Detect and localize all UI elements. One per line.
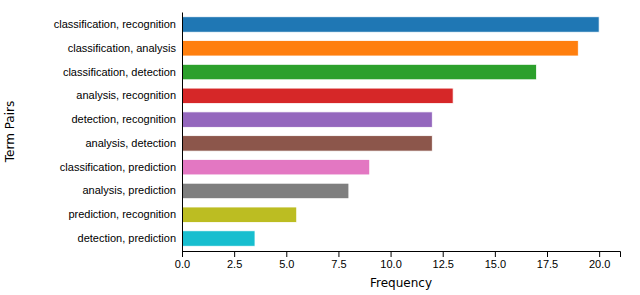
- y-tick: detection, prediction: [78, 232, 176, 244]
- x-tick: 15.0: [485, 251, 506, 270]
- bars: [182, 17, 599, 246]
- y-tick-label: classification, recognition: [54, 18, 176, 30]
- x-tick-mark: [234, 251, 235, 257]
- y-tick-label: detection, prediction: [78, 232, 176, 244]
- y-tick-label: classification, detection: [63, 66, 176, 78]
- y-tick: classification, recognition: [54, 18, 176, 30]
- y-tick-label: analysis, prediction: [82, 184, 176, 196]
- y-tick-label: analysis, recognition: [76, 89, 176, 101]
- x-axis: 0.0 2.5 5.0 7.5 10.0 12.5 15.0 17.5 20.0: [175, 251, 621, 270]
- x-tick: 20.0: [589, 251, 610, 270]
- x-tick-label: 20.0: [589, 258, 610, 270]
- x-tick-label: 17.5: [537, 258, 558, 270]
- y-tick: detection, recognition: [71, 113, 176, 125]
- y-tick: classification, analysis: [68, 42, 177, 54]
- bar: [182, 159, 370, 174]
- bar: [182, 183, 349, 198]
- chart: 0.0 2.5 5.0 7.5 10.0 12.5 15.0 17.5 20.0 detectio…: [0, 0, 640, 295]
- y-tick-label: classification, prediction: [60, 161, 176, 173]
- x-tick-mark: [391, 251, 392, 257]
- x-tick: 7.5: [331, 251, 346, 270]
- bar: [182, 64, 537, 79]
- x-tick-label: 7.5: [331, 258, 346, 270]
- y-axis-title: Term Pairs: [3, 101, 17, 163]
- x-axis-line: [183, 252, 621, 258]
- y-tick: analysis, prediction: [82, 184, 176, 196]
- x-tick-mark: [338, 251, 339, 257]
- x-tick-label: 10.0: [380, 258, 401, 270]
- x-tick: 0.0: [175, 251, 190, 270]
- x-tick-mark: [182, 251, 183, 257]
- y-axis-line: [182, 13, 183, 252]
- x-tick-mark: [443, 251, 444, 257]
- x-tick: 17.5: [537, 251, 558, 270]
- x-tick-label: 0.0: [175, 258, 190, 270]
- y-tick-label: detection, recognition: [71, 113, 176, 125]
- y-tick: prediction, recognition: [68, 208, 176, 220]
- x-tick-mark: [599, 251, 600, 257]
- y-tick: analysis, detection: [86, 137, 177, 149]
- x-tick: 5.0: [279, 251, 294, 270]
- y-tick: classification, prediction: [60, 161, 176, 173]
- bar: [182, 88, 453, 103]
- y-tick-label: analysis, detection: [86, 137, 177, 149]
- x-tick-label: 5.0: [279, 258, 294, 270]
- y-tick-label: classification, analysis: [68, 42, 177, 54]
- x-tick-label: 12.5: [433, 258, 454, 270]
- bar: [182, 41, 578, 56]
- bar: [182, 112, 432, 127]
- x-tick-label: 2.5: [227, 258, 242, 270]
- x-tick: 10.0: [380, 251, 401, 270]
- y-tick-label: prediction, recognition: [68, 208, 176, 220]
- x-tick-mark: [286, 251, 287, 257]
- x-tick-mark: [495, 251, 496, 257]
- x-tick-label: 15.0: [485, 258, 506, 270]
- x-tick: 2.5: [227, 251, 242, 270]
- bar: [182, 207, 297, 222]
- y-axis: detection, prediction prediction, recogni…: [54, 13, 183, 252]
- x-tick: 12.5: [433, 251, 454, 270]
- bar: [182, 136, 432, 151]
- bar: [182, 17, 599, 32]
- y-tick: analysis, recognition: [76, 89, 176, 101]
- bar: [182, 231, 255, 246]
- x-tick-mark: [547, 251, 548, 257]
- y-tick: classification, detection: [63, 66, 176, 78]
- x-axis-title: Frequency: [370, 276, 432, 290]
- plot: 0.0 2.5 5.0 7.5 10.0 12.5 15.0 17.5 20.0 detectio…: [54, 13, 621, 270]
